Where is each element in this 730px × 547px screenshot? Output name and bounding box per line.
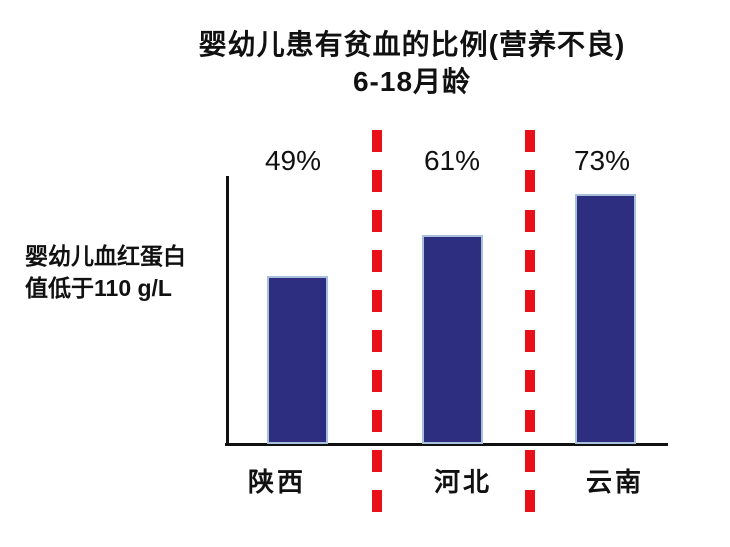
bar-hebei	[422, 235, 483, 444]
bar-shaanxi	[267, 276, 328, 444]
x-axis-category-label-yunnan: 云南	[585, 467, 644, 497]
y-axis-label-line1: 婴幼儿血红蛋白	[25, 243, 186, 269]
y-axis-label: 婴幼儿血红蛋白 值低于110 g/L	[25, 240, 225, 304]
chart-subtitle: 6-18月龄	[352, 66, 472, 97]
dashed-separator-line-1	[372, 130, 382, 528]
chart-title: 婴幼儿患有贫血的比例(营养不良)	[198, 29, 626, 60]
bar-yunnan	[575, 194, 636, 444]
bar-value-label-hebei: 61%	[423, 145, 481, 176]
x-axis-category-label-shaanxi: 陕西	[247, 467, 306, 497]
y-axis-line	[226, 176, 229, 445]
y-axis-label-line2: 值低于110 g/L	[25, 275, 172, 301]
chart-title-block: 婴幼儿患有贫血的比例(营养不良) 6-18月龄	[97, 26, 727, 100]
bar-value-label-yunnan: 73%	[573, 145, 631, 176]
dashed-separator-line-2	[525, 130, 535, 528]
x-axis-category-label-hebei: 河北	[433, 467, 492, 497]
x-axis-line	[225, 443, 668, 446]
bar-value-label-shaanxi: 49%	[264, 145, 322, 176]
